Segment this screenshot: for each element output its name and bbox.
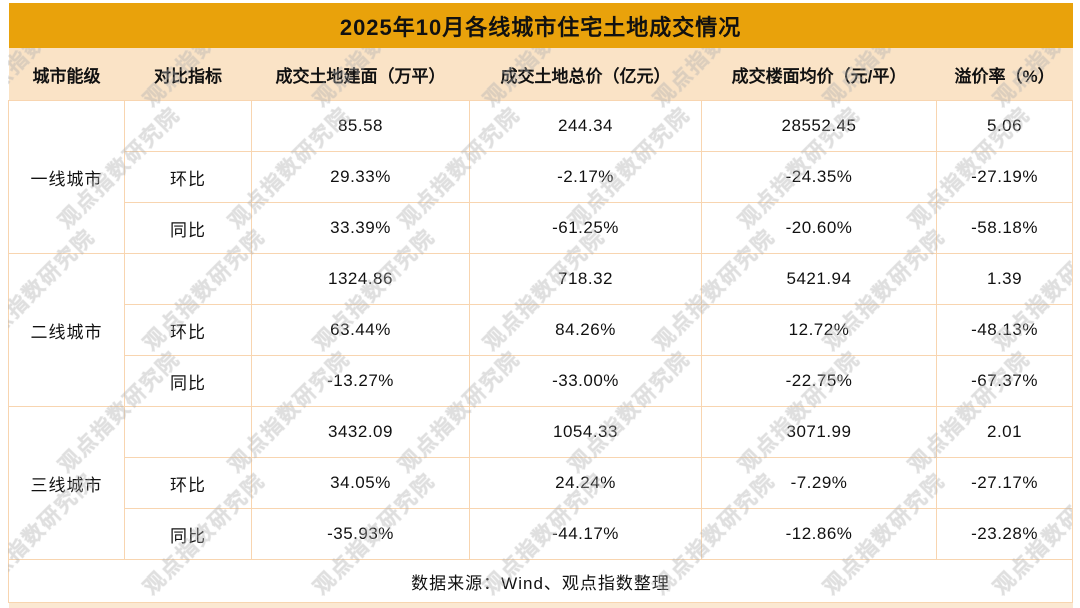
- cell-value: 1.39: [935, 253, 1074, 305]
- cell-value: -35.93%: [251, 508, 470, 560]
- table-row: 环比 63.44% 84.26% 12.72% -48.13%: [9, 304, 1074, 356]
- column-header-floor-price: 成交楼面均价（元/平）: [701, 48, 937, 101]
- header-row: 城市能级 对比指标 成交土地建面（万平） 成交土地总价（亿元） 成交楼面均价（元…: [8, 48, 1073, 101]
- table-row: 二线城市 1324.86 718.32 5421.94 1.39: [8, 253, 1074, 407]
- table-row: 同比 33.39% -61.25% -20.60% -58.18%: [9, 202, 1074, 254]
- cell-value: 5421.94: [701, 253, 937, 305]
- land-transaction-table: 2025年10月各线城市住宅土地成交情况 城市能级 对比指标 成交土地建面（万平…: [7, 3, 1074, 608]
- table-row: 同比 -13.27% -33.00% -22.75% -67.37%: [9, 355, 1074, 407]
- title-row: 2025年10月各线城市住宅土地成交情况: [8, 3, 1073, 48]
- cell-value: 5.06: [935, 100, 1074, 152]
- bottom-strip: [8, 602, 1073, 608]
- table-row: 环比 34.05% 24.24% -7.29% -27.17%: [9, 457, 1074, 509]
- cell-value: -27.17%: [935, 457, 1074, 509]
- cell-value: 244.34: [469, 100, 702, 152]
- cell-value: 28552.45: [701, 100, 937, 152]
- cell-value: 63.44%: [251, 304, 470, 356]
- cell-value: 29.33%: [251, 151, 470, 203]
- indicator-label: 同比: [124, 355, 252, 407]
- cell-value: 3071.99: [701, 406, 937, 458]
- cell-value: -20.60%: [701, 202, 937, 254]
- cell-value: 85.58: [251, 100, 470, 152]
- cell-value: -2.17%: [469, 151, 702, 203]
- indicator-label: 环比: [124, 457, 252, 509]
- cell-value: -67.37%: [935, 355, 1074, 407]
- indicator-label: [124, 406, 252, 458]
- source-row: 数据来源：Wind、观点指数整理: [7, 559, 1074, 603]
- cell-value: 3432.09: [251, 406, 470, 458]
- column-header-indicator: 对比指标: [124, 48, 252, 101]
- city-tier-label-tier3: 三线城市: [8, 406, 125, 560]
- cell-value: -48.13%: [935, 304, 1074, 356]
- city-tier-label-tier1: 一线城市: [8, 100, 125, 254]
- cell-value: -27.19%: [935, 151, 1074, 203]
- cell-value: -12.86%: [701, 508, 937, 560]
- table-row: 环比 29.33% -2.17% -24.35% -27.19%: [9, 151, 1074, 203]
- cell-value: 24.24%: [469, 457, 702, 509]
- indicator-label: 同比: [124, 508, 252, 560]
- indicator-label: [124, 253, 252, 305]
- table-row: 同比 -35.93% -44.17% -12.86% -23.28%: [9, 508, 1074, 560]
- cell-value: 2.01: [935, 406, 1074, 458]
- column-header-city-tier: 城市能级: [8, 48, 125, 101]
- table-title: 2025年10月各线城市住宅土地成交情况: [8, 3, 1073, 48]
- cell-value: -44.17%: [469, 508, 702, 560]
- cell-value: 84.26%: [469, 304, 702, 356]
- indicator-label: 环比: [124, 304, 252, 356]
- cell-value: 34.05%: [251, 457, 470, 509]
- column-header-land-area: 成交土地建面（万平）: [251, 48, 470, 101]
- cell-value: 1324.86: [251, 253, 470, 305]
- cell-value: 718.32: [469, 253, 702, 305]
- cell-value: -61.25%: [469, 202, 702, 254]
- data-source-note: 数据来源：Wind、观点指数整理: [7, 559, 1074, 603]
- cell-value: -23.28%: [935, 508, 1074, 560]
- indicator-label: 环比: [124, 151, 252, 203]
- cell-value: -13.27%: [251, 355, 470, 407]
- cell-value: 33.39%: [251, 202, 470, 254]
- indicator-label: [124, 100, 252, 152]
- cell-value: -7.29%: [701, 457, 937, 509]
- column-header-premium-rate: 溢价率（%）: [936, 48, 1073, 101]
- cell-value: 1054.33: [469, 406, 702, 458]
- cell-value: -22.75%: [701, 355, 937, 407]
- cell-value: -24.35%: [701, 151, 937, 203]
- cell-value: -58.18%: [935, 202, 1074, 254]
- indicator-label: 同比: [124, 202, 252, 254]
- cell-value: 12.72%: [701, 304, 937, 356]
- cell-value: -33.00%: [469, 355, 702, 407]
- city-tier-label-tier2: 二线城市: [8, 253, 125, 407]
- table-row: 三线城市 3432.09 1054.33 3071.99 2.01: [8, 406, 1074, 560]
- column-header-total-price: 成交土地总价（亿元）: [469, 48, 702, 101]
- table-row: 一线城市 85.58 244.34 28552.45 5.06: [8, 100, 1074, 254]
